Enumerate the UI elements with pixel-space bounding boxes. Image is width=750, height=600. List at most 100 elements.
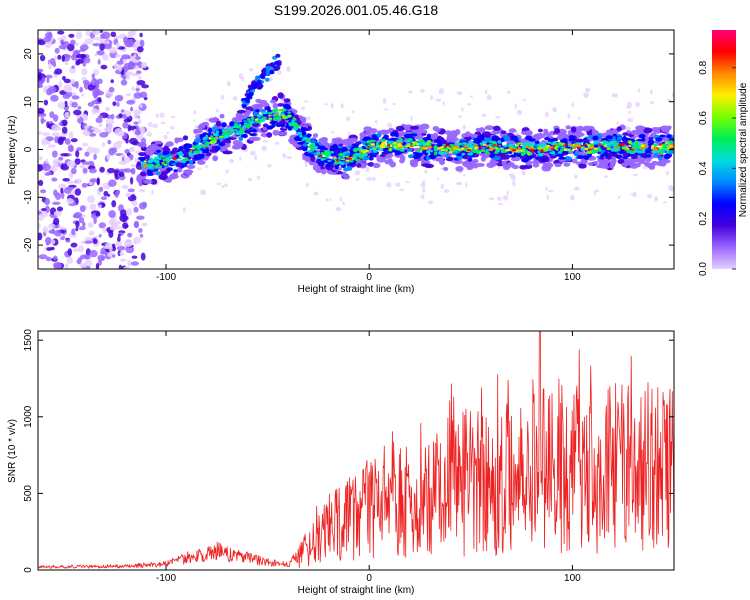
- spectrogram-cell: [75, 59, 85, 64]
- spectrogram-cell: [380, 129, 387, 134]
- spectrogram-cell: [421, 163, 431, 167]
- spectrogram-cell: [636, 138, 643, 142]
- spectrogram-cell: [606, 142, 611, 146]
- spectrogram-cell: [383, 150, 389, 154]
- spectrogram-cell: [438, 151, 445, 155]
- spectrogram-cell: [250, 150, 256, 156]
- spectrogram-cell: [286, 66, 291, 72]
- spectrogram-cell: [136, 215, 145, 220]
- spectrogram-cell: [551, 137, 559, 142]
- spectrogram-cell: [215, 120, 222, 127]
- spectrogram-cell: [131, 200, 138, 206]
- spectrogram-cell: [632, 145, 637, 148]
- spectrogram-cell: [251, 80, 257, 85]
- spectrogram-cell: [574, 138, 580, 143]
- spectrogram-cell: [87, 84, 94, 91]
- spectrogram-cell: [473, 137, 482, 142]
- spectrogram-cell: [123, 36, 129, 44]
- spectrogram-cell: [70, 167, 77, 175]
- spectrogram-cell: [671, 92, 674, 97]
- spectrogram-cell: [383, 108, 389, 111]
- spectrogram-cell: [87, 222, 94, 228]
- spectrogram-cell: [226, 81, 231, 87]
- spectrogram-cell: [103, 190, 109, 197]
- spectrogram-cell: [98, 204, 102, 208]
- spectrogram-cell: [318, 137, 328, 144]
- spectrogram-cell: [489, 153, 496, 158]
- spectrogram-cell: [277, 92, 284, 99]
- spectrogram-cell: [611, 93, 616, 98]
- spectrogram-cell: [382, 97, 387, 104]
- spectrogram-cell: [266, 132, 273, 138]
- spectrogram-cell: [323, 152, 329, 156]
- spectrogram-cell: [537, 150, 541, 154]
- spectrogram-cell: [571, 101, 574, 108]
- spectrogram-cell: [287, 114, 292, 118]
- spectrogram-cell: [74, 188, 82, 196]
- spectrogram-cell: [159, 166, 167, 172]
- spectrogram-cell: [38, 232, 43, 241]
- spectrogram-cell: [630, 130, 639, 136]
- spectrogram-cell: [628, 110, 631, 115]
- spectrogram-cell: [638, 133, 646, 139]
- spectrogram-cell: [138, 76, 142, 80]
- spectrogram-cell: [489, 146, 493, 148]
- spectrogram-cell: [463, 145, 469, 148]
- spectrogram-cell: [492, 125, 501, 131]
- spectrogram-cell: [301, 106, 306, 111]
- spectrogram-cell: [84, 151, 90, 157]
- spectrogram-cell: [182, 135, 189, 141]
- spectrogram-cell: [289, 123, 293, 127]
- spectrogram-cell: [595, 189, 599, 192]
- spectrogram-cell: [102, 43, 112, 50]
- spectrogram-cell: [127, 38, 135, 45]
- spectrogram-cell: [189, 149, 193, 152]
- spectrogram-cell: [351, 110, 355, 114]
- spectrogram-cell: [99, 132, 109, 138]
- spectrogram-cell: [91, 178, 98, 183]
- spectrogram-cell: [57, 30, 65, 35]
- spectrogram-cell: [99, 43, 105, 51]
- spectrogram-cell: [427, 146, 433, 149]
- spectrogram-cell: [384, 159, 394, 165]
- colorbar-tick-label: 0.4: [698, 161, 709, 175]
- spectrogram-cell: [42, 226, 49, 233]
- spectrogram-cell: [114, 95, 124, 102]
- spectrogram-cell: [248, 86, 254, 90]
- spectrogram-cell: [45, 41, 52, 49]
- spectrogram-cell: [371, 134, 378, 140]
- spectrogram-cell: [437, 147, 441, 150]
- spectrogram-cell: [97, 259, 102, 266]
- spectrogram-cell: [443, 189, 450, 193]
- spectrogram-cell: [127, 259, 132, 267]
- spectrogram-cell: [529, 149, 535, 152]
- spectrogram-cell: [155, 113, 159, 118]
- spectrogram-cell: [38, 131, 43, 135]
- spectrogram-cell: [372, 154, 377, 158]
- spectrogram-cell: [458, 115, 462, 118]
- spectrogram-cell: [622, 156, 628, 160]
- x-tick-label: -100: [156, 272, 176, 283]
- spectrogram-cell: [410, 162, 418, 168]
- spectrogram-cell: [70, 138, 78, 143]
- spectrogram-cell: [162, 150, 170, 156]
- spectrogram-cell: [45, 236, 52, 245]
- spectrogram-cell: [107, 167, 116, 174]
- spectrogram-cell: [396, 150, 403, 155]
- spectrogram-cell: [115, 239, 123, 247]
- spectrogram-cell: [148, 121, 153, 128]
- spectrogram-cell: [330, 145, 339, 148]
- spectrogram-cell: [472, 159, 479, 164]
- spectrogram-cell: [64, 100, 68, 108]
- spectrogram-cell: [635, 162, 641, 168]
- spectrogram-cell: [332, 147, 338, 151]
- spectrogram-cell: [41, 138, 48, 146]
- spectrogram-cell: [405, 145, 410, 148]
- spectrogram-cell: [363, 136, 370, 140]
- spectrogram-cell: [587, 162, 594, 166]
- spectrogram-cell: [98, 186, 104, 192]
- spectrogram-cell: [525, 131, 533, 137]
- spectrogram-cell: [120, 57, 124, 63]
- spectrogram-cell: [300, 127, 308, 132]
- spectrogram-cell: [114, 128, 123, 136]
